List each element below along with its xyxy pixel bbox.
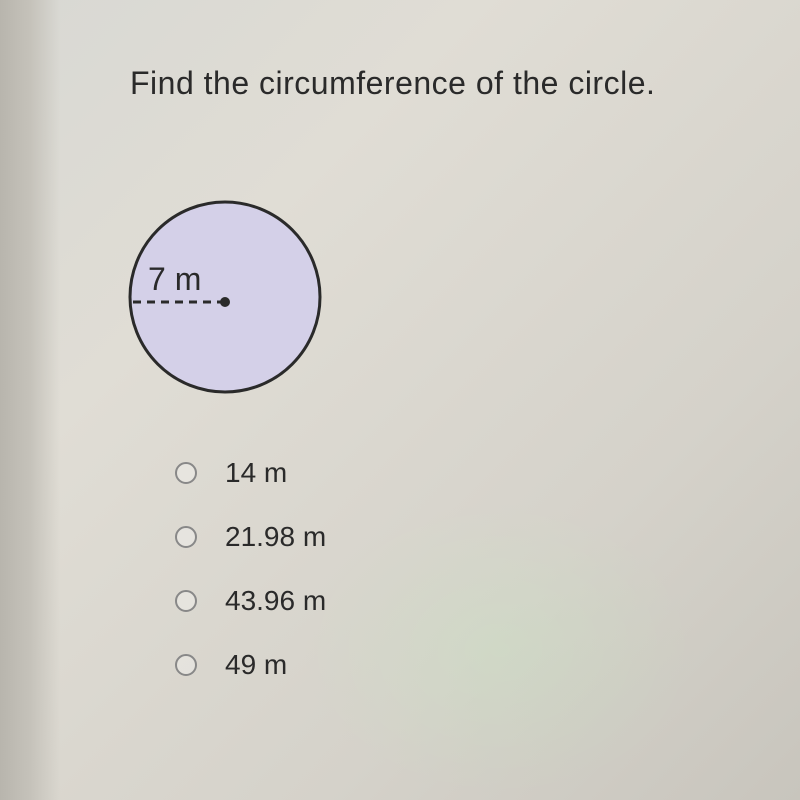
- option-c[interactable]: 43.96 m: [175, 585, 750, 617]
- center-dot: [220, 297, 230, 307]
- radius-label: 7 m: [148, 261, 201, 297]
- option-a[interactable]: 14 m: [175, 457, 750, 489]
- question-content: Find the circumference of the circle. 7 …: [130, 65, 750, 713]
- option-label: 21.98 m: [225, 521, 326, 553]
- option-label: 49 m: [225, 649, 287, 681]
- answer-options: 14 m 21.98 m 43.96 m 49 m: [175, 457, 750, 681]
- radio-icon: [175, 590, 197, 612]
- question-prompt: Find the circumference of the circle.: [130, 65, 750, 102]
- option-d[interactable]: 49 m: [175, 649, 750, 681]
- circle-diagram: 7 m: [120, 192, 750, 402]
- radio-icon: [175, 654, 197, 676]
- option-label: 43.96 m: [225, 585, 326, 617]
- radio-icon: [175, 462, 197, 484]
- option-label: 14 m: [225, 457, 287, 489]
- option-b[interactable]: 21.98 m: [175, 521, 750, 553]
- circle-svg: 7 m: [120, 192, 330, 402]
- radio-icon: [175, 526, 197, 548]
- page-left-edge: [0, 0, 60, 800]
